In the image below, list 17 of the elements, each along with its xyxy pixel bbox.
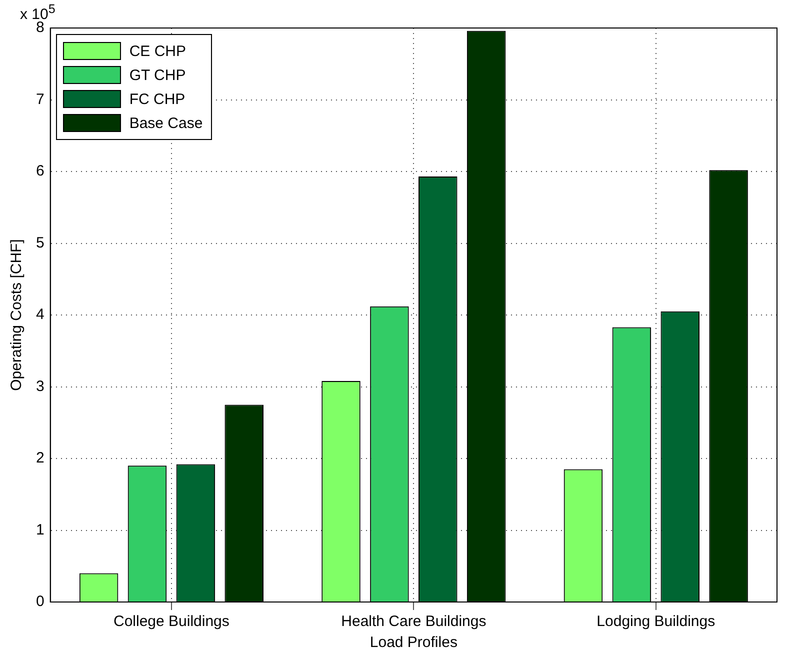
legend-label: Base Case — [129, 114, 203, 132]
y-axis-title: Operating Costs [CHF] — [8, 239, 26, 391]
x-tick-label: College Buildings — [114, 613, 230, 630]
y-tick-label: 6 — [36, 162, 44, 180]
x-tick-label: Health Care Buildings — [341, 613, 486, 630]
y-tick-label: 5 — [36, 234, 44, 252]
legend-label: FC CHP — [129, 90, 186, 108]
x-tick-label: Lodging Buildings — [596, 613, 716, 630]
y-tick-label: 0 — [36, 593, 44, 610]
x-axis-title: Load Profiles — [370, 634, 458, 652]
legend-label: CE CHP — [129, 42, 186, 60]
y-tick-label: 4 — [36, 306, 44, 324]
y-tick-label: 1 — [36, 521, 44, 538]
legend-label: GT CHP — [129, 66, 186, 84]
y-tick-label: 7 — [36, 90, 44, 108]
y-tick-label: 2 — [36, 450, 44, 467]
y-tick-label: 3 — [36, 378, 44, 395]
